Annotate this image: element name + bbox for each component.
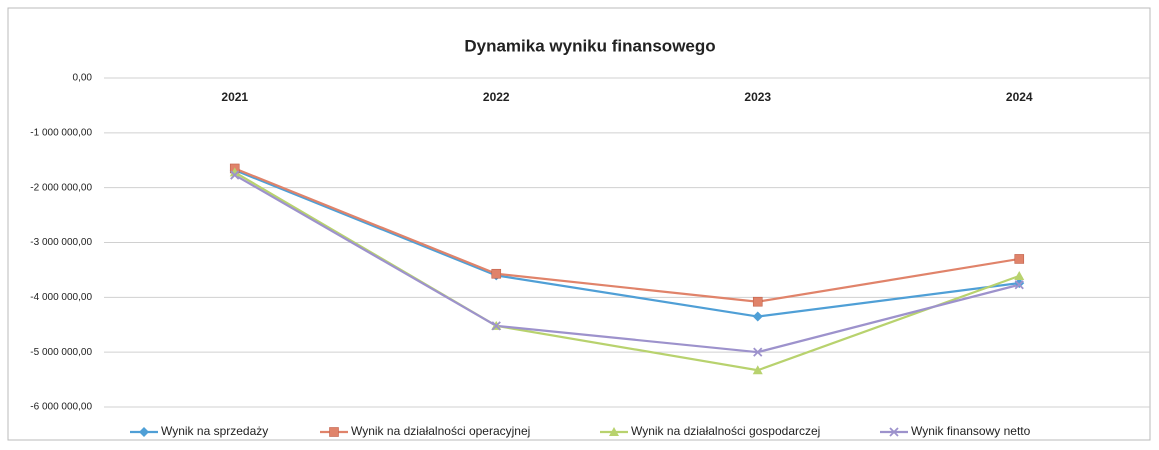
- marker: [1014, 280, 1024, 290]
- marker: [753, 347, 763, 357]
- x-tick-label: 2022: [483, 90, 510, 104]
- y-tick-label: -1 000 000,00: [30, 127, 92, 138]
- y-tick-label: -4 000 000,00: [30, 292, 92, 303]
- marker: [139, 427, 149, 437]
- marker: [609, 427, 619, 436]
- series-line: [234, 167, 1020, 303]
- series-line: [234, 169, 1020, 318]
- marker: [752, 296, 763, 307]
- series-line: [234, 174, 1020, 354]
- legend-label: Wynik na działalności gospodarczej: [631, 424, 820, 438]
- y-tick-label: -6 000 000,00: [30, 402, 92, 413]
- y-tick-label: -3 000 000,00: [30, 237, 92, 248]
- x-tick-label: 2024: [1006, 90, 1033, 104]
- marker: [1014, 254, 1025, 264]
- x-tick-label: 2023: [744, 90, 771, 104]
- x-tick-label: 2021: [221, 90, 248, 104]
- marker: [230, 170, 240, 180]
- marker: [491, 321, 501, 331]
- marker: [1014, 270, 1025, 280]
- marker: [229, 167, 240, 177]
- series-line: [234, 171, 1020, 372]
- legend-label: Wynik na sprzedaży: [161, 424, 268, 438]
- chart-border: [7, 7, 1151, 441]
- marker: [752, 311, 763, 322]
- marker: [752, 365, 763, 375]
- legend-label: Wynik na działalności operacyjnej: [351, 424, 530, 438]
- marker: [1014, 278, 1025, 289]
- marker: [329, 427, 339, 437]
- legend-label: Wynik finansowy netto: [911, 424, 1031, 438]
- marker: [889, 427, 899, 437]
- y-tick-label: 0,00: [73, 73, 93, 84]
- chart-title: Dynamika wyniku finansowego: [464, 36, 715, 55]
- y-tick-label: -2 000 000,00: [30, 182, 92, 193]
- y-tick-label: -5 000 000,00: [30, 347, 92, 358]
- marker: [491, 268, 502, 279]
